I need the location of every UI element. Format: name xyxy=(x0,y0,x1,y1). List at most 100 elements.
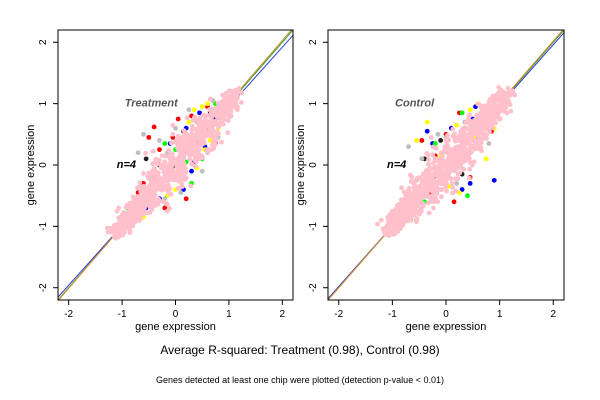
cloud-point xyxy=(216,131,221,137)
cloud-point xyxy=(440,175,445,181)
cloud-point xyxy=(130,194,136,200)
cloud-point xyxy=(480,116,486,121)
cloud-point xyxy=(408,179,414,184)
cloud-point xyxy=(440,170,446,175)
cloud-point xyxy=(177,146,183,152)
cloud-point xyxy=(189,134,195,140)
cloud-point xyxy=(416,197,422,202)
data-point-series-2-8 xyxy=(419,138,425,143)
cloud-point xyxy=(426,162,432,167)
cloud-point xyxy=(401,189,407,195)
cloud-point xyxy=(169,140,174,146)
cloud-point xyxy=(181,144,187,150)
cloud-point xyxy=(192,153,198,159)
data-point-series-4-3 xyxy=(432,141,438,146)
cloud-point xyxy=(466,114,472,119)
data-point-series-6-4 xyxy=(178,190,184,196)
cloud-point xyxy=(434,188,440,194)
data-point-series-2-10 xyxy=(175,116,181,122)
data-point-series-2-5 xyxy=(183,196,189,202)
data-point-series-3-1 xyxy=(414,138,419,143)
data-point-series-6-8 xyxy=(186,107,192,113)
cloud-point xyxy=(173,176,178,182)
cloud-point xyxy=(501,95,507,101)
cloud-point xyxy=(386,215,392,221)
cloud-point xyxy=(211,119,217,125)
cloud-point xyxy=(415,208,421,214)
data-point-series-1-5 xyxy=(467,181,473,186)
cloud-point xyxy=(429,175,435,181)
cloud-point xyxy=(184,115,190,121)
cloud-point xyxy=(495,93,501,99)
data-point-series-6-3 xyxy=(157,138,162,143)
cloud-point xyxy=(154,161,160,167)
data-point-series-1-6 xyxy=(189,168,194,174)
cloud-point xyxy=(459,143,464,148)
cloud-point xyxy=(389,208,395,214)
sample-count-label: n=4 xyxy=(387,159,406,171)
x-axis-label: gene expression xyxy=(406,321,487,333)
data-point-series-2-2 xyxy=(151,124,157,130)
cloud-point xyxy=(442,149,448,155)
cloud-point xyxy=(124,218,130,224)
cloud-point xyxy=(426,187,432,193)
cloud-point xyxy=(138,189,144,195)
cloud-point xyxy=(187,152,192,158)
cloud-point xyxy=(494,109,500,115)
cloud-point xyxy=(114,208,120,214)
cloud-point xyxy=(405,191,411,197)
cloud-point xyxy=(456,134,462,140)
cloud-point xyxy=(232,91,238,97)
data-point-series-3-2 xyxy=(424,119,430,125)
cloud-point xyxy=(414,193,419,198)
cloud-point xyxy=(192,114,198,120)
data-point-series-6-14 xyxy=(435,131,441,137)
cloud-point xyxy=(378,217,384,223)
data-point-series-3-9 xyxy=(457,190,462,196)
cloud-point xyxy=(185,148,191,154)
sample-count-label: n=4 xyxy=(117,159,136,171)
cloud-point xyxy=(207,96,213,102)
cloud-point xyxy=(145,200,151,206)
cloud-point xyxy=(201,124,206,130)
cloud-point xyxy=(197,115,203,121)
cloud-point xyxy=(120,222,126,228)
cloud-point xyxy=(159,153,165,158)
cloud-point xyxy=(431,205,436,211)
pink-point-cloud xyxy=(104,86,245,241)
cloud-point xyxy=(104,225,110,231)
cloud-point xyxy=(425,169,430,175)
x-tick-label: 1 xyxy=(497,309,503,320)
cloud-point xyxy=(426,210,432,216)
cloud-point xyxy=(188,145,194,151)
cloud-point xyxy=(457,158,463,164)
cloud-point xyxy=(226,101,231,106)
cloud-point xyxy=(193,163,198,169)
cloud-point xyxy=(220,115,225,121)
cloud-point xyxy=(180,164,185,170)
cloud-point xyxy=(490,93,496,99)
cloud-point xyxy=(400,216,406,222)
cloud-point xyxy=(443,137,449,142)
cloud-point xyxy=(119,218,125,224)
x-tick-label: -2 xyxy=(334,309,343,320)
y-tick-label: 2 xyxy=(308,39,319,45)
data-point-series-4-10 xyxy=(459,110,465,116)
cloud-point xyxy=(150,200,156,205)
cloud-point xyxy=(239,90,245,96)
cloud-point xyxy=(207,131,213,137)
cloud-point xyxy=(170,151,175,157)
cloud-point xyxy=(443,181,449,187)
cloud-point xyxy=(402,210,408,216)
cloud-point xyxy=(479,120,484,126)
data-point-series-6-2 xyxy=(135,150,141,156)
cloud-point xyxy=(449,147,455,153)
data-point-series-2-3 xyxy=(451,199,457,205)
cloud-point xyxy=(111,234,117,240)
data-point-series-6-4 xyxy=(454,181,460,186)
cloud-point xyxy=(476,137,482,143)
cloud-point xyxy=(387,225,393,231)
cloud-point xyxy=(466,175,472,181)
cloud-point xyxy=(176,168,181,174)
